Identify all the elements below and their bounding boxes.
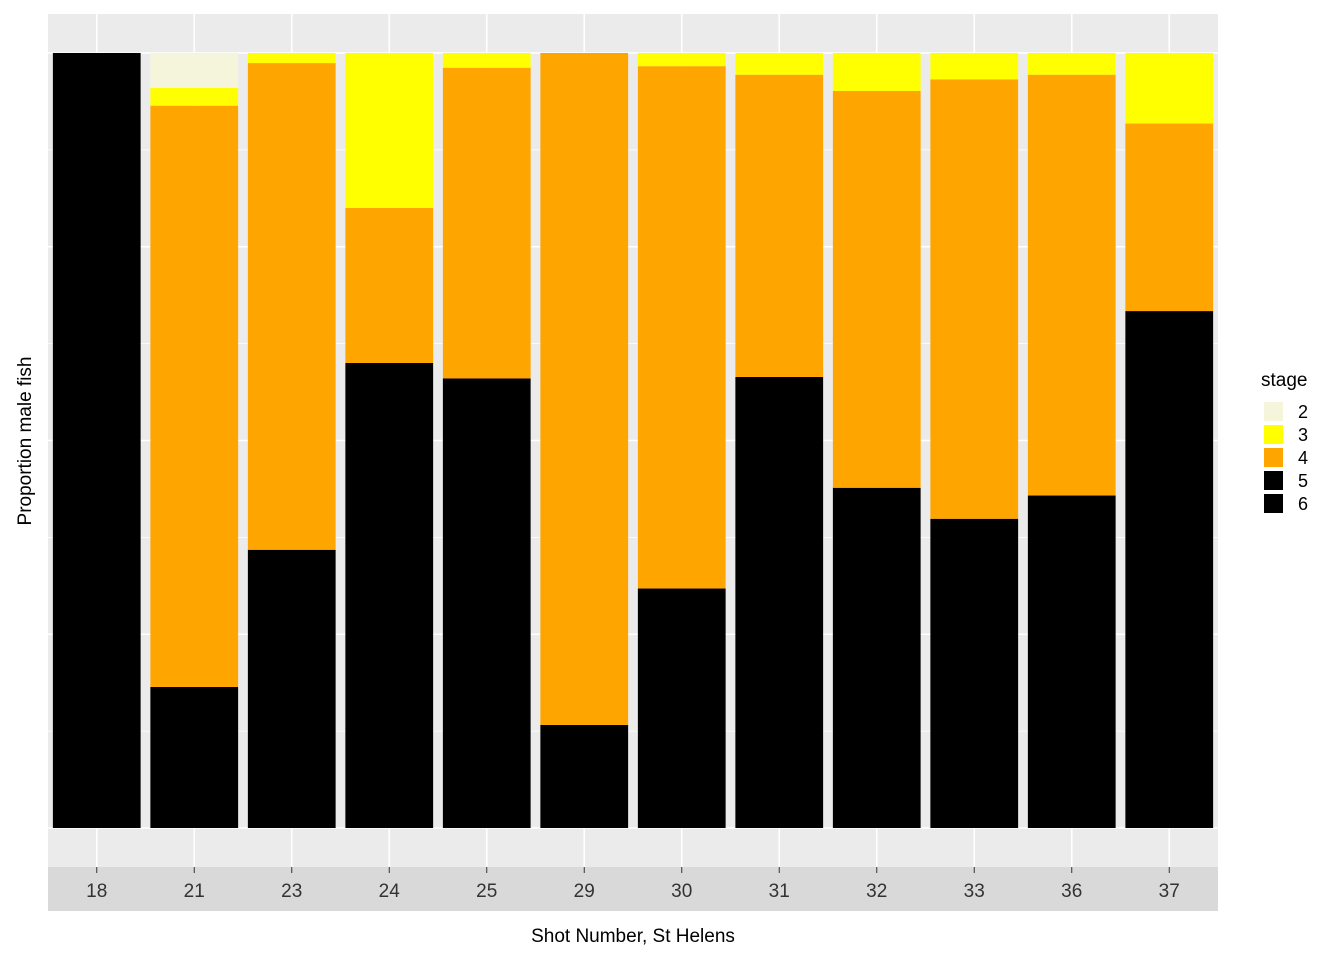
legend-label-2: 2	[1298, 402, 1308, 422]
bar-segment-36-stage-4	[1027, 74, 1116, 496]
bar-segment-30-stage-3	[637, 53, 726, 67]
bar-segment-29-stage-4	[540, 53, 629, 725]
y-axis-title: Proportion male fish	[15, 357, 36, 526]
bar-segment-31-stage-3	[735, 53, 824, 75]
bar-segment-32-stage-6	[832, 487, 921, 828]
bars	[52, 53, 1214, 828]
x-tick-label: 29	[574, 881, 595, 902]
legend-label-6: 6	[1298, 494, 1308, 514]
legend-key-2	[1264, 402, 1283, 421]
bar-segment-32-stage-3	[832, 53, 921, 91]
legend: stage 2 3 4 5 6	[1261, 370, 1308, 514]
x-tick-label: 25	[476, 881, 497, 902]
x-tick-label: 21	[184, 881, 205, 902]
x-tick-label: 24	[379, 881, 401, 902]
bar-segment-21-stage-6	[150, 686, 239, 828]
legend-label-5: 5	[1298, 471, 1308, 491]
x-tick-label: 36	[1061, 881, 1082, 902]
bar-segment-23-stage-3	[247, 53, 336, 64]
bar-segment-37-stage-4	[1125, 123, 1214, 312]
bar-segment-32-stage-4	[832, 90, 921, 488]
bar-segment-24-stage-4	[345, 208, 434, 363]
bar-segment-23-stage-6	[247, 549, 336, 828]
x-tick-label: 18	[86, 881, 107, 902]
bar-segment-25-stage-3	[442, 53, 531, 68]
legend-key-3	[1264, 425, 1283, 444]
legend-key-5	[1264, 471, 1283, 490]
bar-segment-29-stage-6	[540, 724, 629, 828]
legend-title: stage	[1261, 370, 1307, 391]
legend-key-4	[1264, 448, 1283, 467]
x-tick-labels: 18 21 23 24 25 29 30 31 32 33 36 37	[86, 867, 1180, 902]
bar-segment-21-stage-3	[150, 87, 239, 106]
legend-label-4: 4	[1298, 448, 1308, 468]
bar-segment-23-stage-4	[247, 63, 336, 550]
x-tick-label: 23	[281, 881, 302, 902]
x-strip	[48, 867, 1218, 911]
bar-segment-33-stage-6	[930, 518, 1019, 828]
bar-segment-30-stage-4	[637, 66, 726, 589]
bar-segment-18-stage-6	[52, 53, 141, 828]
bar-segment-24-stage-3	[345, 53, 434, 208]
bar-segment-36-stage-6	[1027, 495, 1116, 828]
x-tick-label: 30	[671, 881, 692, 902]
x-axis-title: Shot Number, St Helens	[531, 926, 735, 947]
bar-segment-33-stage-3	[930, 53, 1019, 80]
bar-segment-30-stage-6	[637, 588, 726, 828]
bar-segment-21-stage-2	[150, 53, 239, 88]
bar-segment-37-stage-3	[1125, 53, 1214, 124]
x-tick-label: 32	[866, 881, 887, 902]
bar-segment-24-stage-6	[345, 363, 434, 828]
x-tick-label: 31	[769, 881, 790, 902]
bar-segment-31-stage-6	[735, 376, 824, 828]
bar-segment-33-stage-4	[930, 79, 1019, 519]
legend-key-6	[1264, 494, 1283, 513]
legend-label-3: 3	[1298, 425, 1308, 445]
bar-segment-25-stage-6	[442, 378, 531, 828]
bar-segment-21-stage-4	[150, 105, 239, 687]
x-tick-label: 33	[964, 881, 985, 902]
bar-segment-31-stage-4	[735, 74, 824, 377]
bar-segment-37-stage-6	[1125, 311, 1214, 828]
bar-segment-25-stage-4	[442, 67, 531, 379]
bar-segment-36-stage-3	[1027, 53, 1116, 75]
x-tick-label: 37	[1159, 881, 1180, 902]
